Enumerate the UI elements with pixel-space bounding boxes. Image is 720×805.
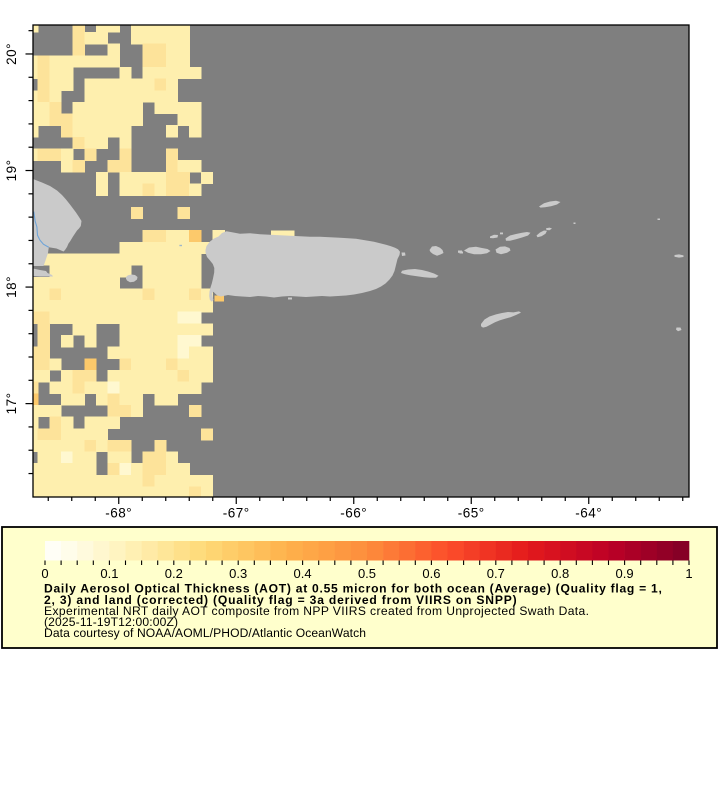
- svg-text:0: 0: [41, 566, 48, 581]
- svg-text:0.3: 0.3: [229, 566, 247, 581]
- svg-text:1: 1: [685, 566, 692, 581]
- svg-text:0.9: 0.9: [616, 566, 634, 581]
- svg-text:-66°: -66°: [340, 505, 367, 520]
- svg-text:Experimental NRT daily AOT com: Experimental NRT daily AOT composite fro…: [44, 604, 589, 618]
- svg-text:20°: 20°: [4, 43, 19, 65]
- svg-text:0.4: 0.4: [294, 566, 312, 581]
- svg-text:0.6: 0.6: [422, 566, 440, 581]
- svg-text:19°: 19°: [4, 159, 19, 181]
- svg-text:Data courtesy of NOAA/AOML/PHO: Data courtesy of NOAA/AOML/PHOD/Atlantic…: [44, 626, 366, 640]
- svg-text:(2025-11-19T12:00:00Z): (2025-11-19T12:00:00Z): [44, 615, 178, 629]
- svg-text:-68°: -68°: [105, 505, 132, 520]
- svg-text:0.7: 0.7: [487, 566, 505, 581]
- svg-text:-67°: -67°: [223, 505, 250, 520]
- svg-text:Daily Aerosol Optical Thicknes: Daily Aerosol Optical Thickness (AOT) at…: [44, 581, 663, 595]
- svg-text:0.5: 0.5: [358, 566, 376, 581]
- svg-text:2, 3) and land (corrected) (Qu: 2, 3) and land (corrected) (Quality flag…: [44, 593, 517, 607]
- svg-text:-65°: -65°: [458, 505, 485, 520]
- svg-text:0.8: 0.8: [551, 566, 569, 581]
- svg-text:0.2: 0.2: [165, 566, 183, 581]
- svg-text:17°: 17°: [4, 392, 19, 414]
- svg-text:18°: 18°: [4, 276, 19, 298]
- svg-text:0.1: 0.1: [100, 566, 118, 581]
- svg-text:-64°: -64°: [575, 505, 602, 520]
